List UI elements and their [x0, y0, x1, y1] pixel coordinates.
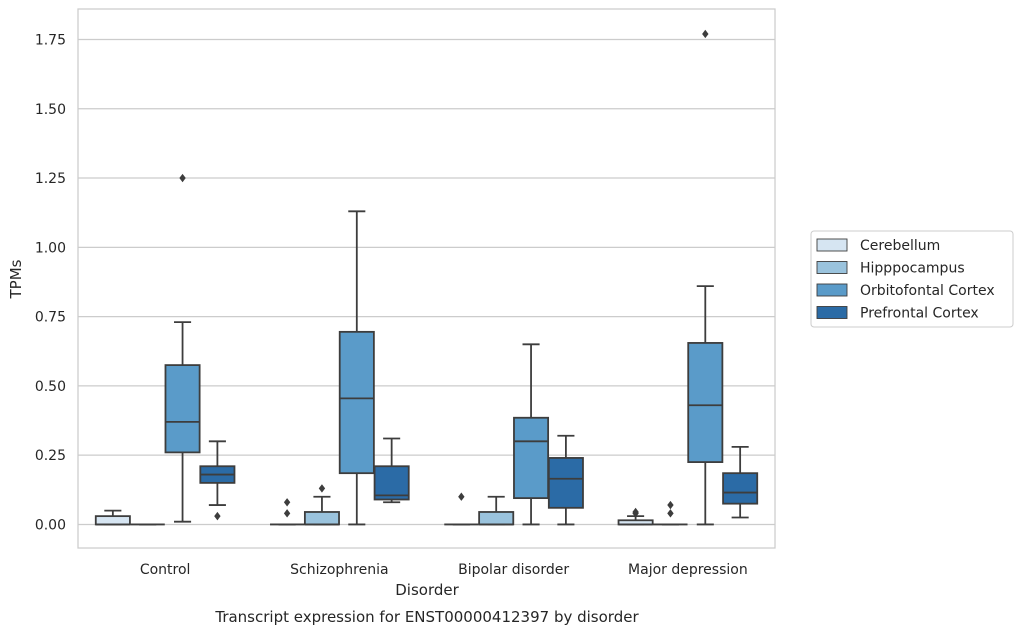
- box-cerebellum-major-depression: [617, 507, 654, 526]
- legend-swatch: [816, 306, 848, 319]
- x-tick-label: Bipolar disorder: [458, 562, 569, 578]
- legend-swatch: [816, 261, 848, 274]
- box-orbitofontal-cortex-major-depression: [687, 29, 724, 526]
- y-tick-label: 0.25: [35, 448, 66, 464]
- y-tick-label: 1.25: [35, 171, 66, 187]
- outlier-point: [214, 511, 221, 521]
- x-tick-labels: Control Schizophrenia Bipolar disorder Majo…: [140, 562, 748, 578]
- x-tick-label: Major depression: [628, 562, 748, 578]
- y-tick-label: 0.50: [35, 379, 66, 395]
- y-axis-label: TPMs: [7, 259, 25, 299]
- box-hipppocampus-bipolar-disorder: [478, 495, 515, 526]
- box-body: [513, 416, 550, 500]
- x-axis-label: Disorder: [395, 581, 459, 599]
- outlier-point: [632, 507, 639, 517]
- y-tick-label: 1.00: [35, 240, 66, 256]
- y-tick-labels: 0.00 0.25 0.50 0.75 1.00 1.25 1.50 1.75: [35, 32, 66, 533]
- outlier-point: [179, 173, 186, 183]
- outlier-point: [667, 509, 674, 518]
- legend-label: Cerebellum: [860, 238, 940, 254]
- box-cerebellum-control: [94, 509, 131, 526]
- box-body: [338, 330, 375, 475]
- box-prefrontal-cortex-bipolar-disorder: [547, 434, 584, 526]
- box-orbitofontal-cortex-control: [164, 173, 201, 523]
- outlier-point: [318, 484, 326, 493]
- box-prefrontal-cortex-major-depression: [722, 445, 759, 519]
- outlier-point: [283, 498, 291, 507]
- legend-swatch: [816, 283, 848, 297]
- x-tick-label: Schizophrenia: [290, 562, 388, 578]
- x-tick-label: Control: [140, 562, 191, 578]
- legend-label: Prefrontal Cortex: [860, 306, 979, 322]
- box-orbitofontal-cortex-schizophrenia: [338, 210, 375, 526]
- legend-frame: [810, 230, 1014, 328]
- y-tick-label: 0.75: [35, 310, 66, 326]
- box-hipppocampus-schizophrenia: [303, 484, 340, 526]
- y-tick-label: 1.75: [35, 32, 66, 48]
- legend-label: Orbitofontal Cortex: [860, 283, 995, 299]
- box-body: [164, 364, 201, 454]
- box-marks: [94, 29, 759, 526]
- legend: Cerebellum Hipppocampus Orbitofontal Corte…: [810, 230, 1014, 328]
- box-orbitofontal-cortex-bipolar-disorder: [513, 343, 550, 526]
- box-body: [373, 465, 410, 501]
- legend-label: Hipppocampus: [860, 261, 965, 277]
- legend-swatch: [816, 238, 848, 252]
- y-tick-label: 0.00: [35, 517, 66, 533]
- y-tick-label: 1.50: [35, 102, 66, 118]
- box-body: [547, 457, 584, 509]
- outlier-point: [702, 29, 709, 39]
- box-body: [303, 511, 340, 526]
- box-prefrontal-cortex-control: [199, 440, 236, 521]
- outlier-point: [283, 509, 291, 518]
- plot-area-frame: [77, 8, 776, 549]
- box-body: [722, 472, 759, 505]
- box-prefrontal-cortex-schizophrenia: [373, 437, 410, 504]
- box-hipppocampus-major-depression: [653, 500, 688, 526]
- box-body: [687, 342, 724, 463]
- box-body: [478, 511, 515, 526]
- outlier-point: [667, 500, 674, 510]
- outlier-point: [458, 492, 465, 501]
- box-cerebellum-bipolar-disorder: [444, 492, 479, 526]
- chart-caption: Transcript expression for ENST0000041239…: [214, 608, 639, 626]
- box-body: [94, 515, 131, 526]
- box-cerebellum-schizophrenia: [270, 498, 305, 526]
